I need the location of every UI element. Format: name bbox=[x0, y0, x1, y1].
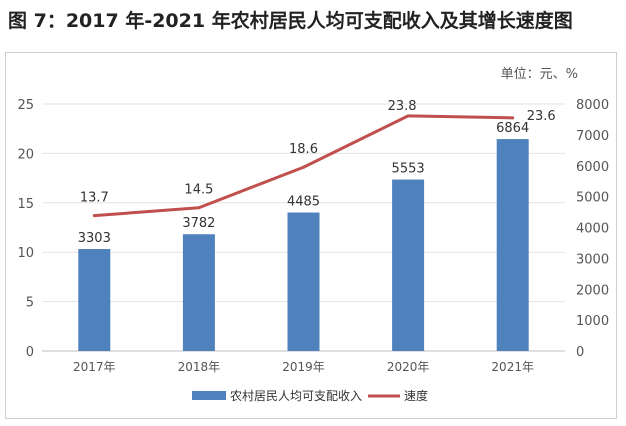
axes: 0 5 10 15 20 25 0 1000 2000 3000 4000 5000 6000 7000 8… bbox=[17, 98, 609, 374]
income-bar bbox=[392, 179, 425, 351]
category-tick-label: 2019年 bbox=[282, 360, 325, 374]
bars bbox=[78, 139, 529, 351]
bar-value-label: 6864 bbox=[496, 121, 529, 136]
growth-rate-point bbox=[406, 114, 410, 118]
legend-bar-label: 农村居民人均可支配收入 bbox=[230, 389, 362, 403]
growth-value-label: 18.6 bbox=[289, 142, 318, 157]
right-axis-tick-label: 7000 bbox=[576, 129, 609, 144]
bar-value-label: 3303 bbox=[78, 231, 111, 246]
bar-value-label: 5553 bbox=[392, 162, 425, 177]
right-axis-tick-label: 0 bbox=[576, 345, 584, 360]
category-tick-label: 2021年 bbox=[491, 360, 534, 374]
growth-rate-point bbox=[92, 214, 96, 218]
data-labels: 3303 3782 4485 5553 6864 13.7 14.5 18.6 23.8 23.6 bbox=[78, 99, 556, 246]
growth-value-label: 23.6 bbox=[527, 109, 556, 124]
left-axis-tick-label: 0 bbox=[26, 345, 34, 360]
chart-frame bbox=[5, 52, 617, 419]
left-axis-tick-label: 15 bbox=[17, 197, 34, 212]
income-bar bbox=[496, 139, 529, 351]
growth-value-label: 14.5 bbox=[184, 183, 213, 198]
right-axis-tick-label: 8000 bbox=[576, 98, 609, 113]
growth-value-label: 13.7 bbox=[80, 191, 109, 206]
growth-rate-point bbox=[197, 206, 201, 210]
income-bar bbox=[182, 234, 215, 351]
growth-value-label: 23.8 bbox=[388, 99, 417, 114]
left-axis-tick-label: 20 bbox=[17, 147, 34, 162]
legend: 农村居民人均可支配收入 速度 bbox=[192, 388, 428, 403]
growth-rate-point bbox=[511, 116, 515, 120]
right-axis-tick-label: 4000 bbox=[576, 222, 609, 237]
right-axis-tick-label: 5000 bbox=[576, 191, 609, 206]
unit-label: 单位：元、% bbox=[501, 67, 578, 82]
growth-line bbox=[92, 114, 515, 218]
category-tick-label: 2017年 bbox=[73, 360, 116, 374]
left-axis-tick-label: 5 bbox=[26, 296, 34, 311]
legend-bar-swatch bbox=[192, 391, 226, 400]
bar-value-label: 3782 bbox=[182, 216, 215, 231]
left-axis-tick-label: 10 bbox=[17, 246, 34, 261]
right-axis-tick-label: 3000 bbox=[576, 252, 609, 267]
growth-rate-point bbox=[302, 165, 305, 169]
figure-title: 图 7：2017 年-2021 年农村居民人均可支配收入及其增长速度图 bbox=[8, 10, 573, 32]
right-axis-tick-label: 6000 bbox=[576, 160, 609, 175]
income-bar bbox=[78, 249, 111, 351]
category-tick-label: 2018年 bbox=[178, 360, 221, 374]
category-tick-label: 2020年 bbox=[387, 360, 430, 374]
left-axis-tick-label: 25 bbox=[17, 98, 34, 113]
bar-value-label: 4485 bbox=[287, 195, 320, 210]
legend-line-label: 速度 bbox=[404, 388, 428, 403]
right-axis-tick-label: 1000 bbox=[576, 314, 609, 329]
right-axis-tick-label: 2000 bbox=[576, 283, 609, 298]
income-bar bbox=[287, 212, 320, 351]
